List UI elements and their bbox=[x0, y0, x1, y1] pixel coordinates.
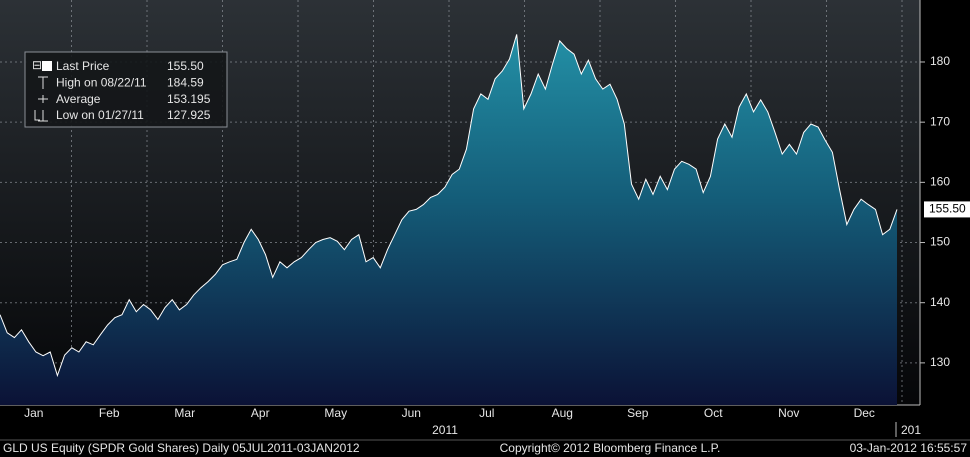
area-fill bbox=[0, 34, 897, 406]
legend-value: 153.195 bbox=[167, 92, 211, 106]
x-tick-label: Sep bbox=[627, 406, 649, 420]
footer-right: 03-Jan-2012 16:55:57 bbox=[850, 441, 968, 455]
legend-label: Low on 01/27/11 bbox=[56, 108, 144, 122]
legend-tree bbox=[34, 110, 40, 121]
x-tick-label: Mar bbox=[174, 406, 195, 420]
y-tick-label: 180 bbox=[930, 54, 950, 68]
price-line bbox=[0, 34, 898, 378]
x-tick-label: Jun bbox=[402, 406, 421, 420]
y-tick-label: 130 bbox=[930, 355, 950, 369]
legend-label: High on 08/22/11 bbox=[56, 75, 147, 89]
legend-label: Last Price bbox=[56, 59, 110, 73]
x-tick-label: Nov bbox=[778, 406, 799, 420]
legend-box bbox=[24, 51, 228, 128]
x-tick-label: Jan bbox=[24, 406, 43, 420]
x-tick-label: May bbox=[324, 406, 347, 420]
x-tick-label: Jul bbox=[479, 406, 494, 420]
last-value-label: 155.50 bbox=[929, 202, 966, 216]
plot bbox=[0, 0, 920, 406]
next-year-label: 201 bbox=[901, 423, 921, 437]
legend-swatch bbox=[42, 61, 52, 71]
y-tick-label: 160 bbox=[930, 175, 950, 189]
footer-left: GLD US Equity (SPDR Gold Shares) Daily 0… bbox=[3, 441, 360, 455]
x-tick-label: Feb bbox=[99, 406, 120, 420]
last-value-box bbox=[924, 201, 970, 218]
legend-value: 127.925 bbox=[167, 108, 211, 122]
legend-label: Average bbox=[56, 92, 101, 106]
year-label: 2011 bbox=[432, 423, 458, 437]
footer-center: Copyright© 2012 Bloomberg Finance L.P. bbox=[500, 441, 721, 455]
x-tick-label: Oct bbox=[704, 406, 723, 420]
y-tick-label: 170 bbox=[930, 114, 950, 128]
legend-value: 155.50 bbox=[167, 59, 204, 73]
legend-icons bbox=[38, 76, 48, 122]
legend-value: 184.59 bbox=[167, 75, 204, 89]
x-tick-label: Apr bbox=[251, 406, 270, 420]
x-tick-label: Aug bbox=[552, 406, 573, 420]
y-tick-label: 150 bbox=[930, 235, 950, 249]
x-tick-label: Dec bbox=[854, 406, 875, 420]
y-tick-label: 140 bbox=[930, 295, 950, 309]
legend-collapse: ⊟ bbox=[32, 58, 42, 72]
legend: ⊟ Last Price 155.50 High on 08/22/11 184.59… bbox=[24, 51, 228, 128]
